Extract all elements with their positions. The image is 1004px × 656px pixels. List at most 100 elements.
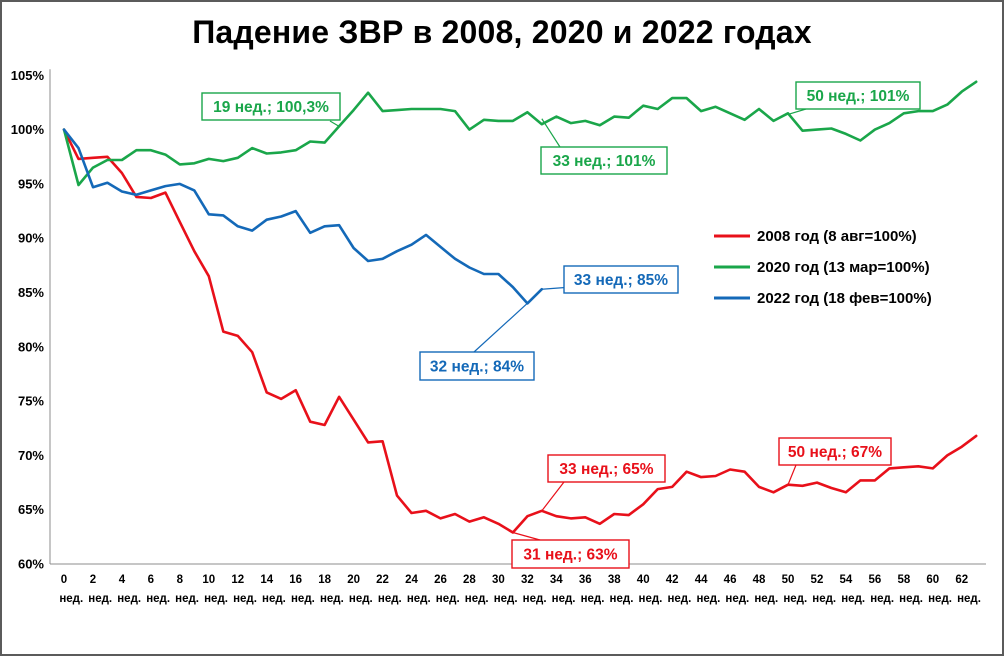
x-tick-label: 14 xyxy=(260,574,273,586)
x-tick-unit: нед. xyxy=(88,593,112,605)
series-2008-line xyxy=(62,128,978,534)
x-tick-unit: нед. xyxy=(725,593,749,605)
callout-label: 50 нед.; 67% xyxy=(788,444,882,461)
callout-leader xyxy=(512,531,541,541)
callout-leader xyxy=(787,464,797,485)
x-tick-label: 48 xyxy=(753,574,766,586)
x-tick-unit: нед. xyxy=(523,593,547,605)
callout-leader xyxy=(473,302,528,353)
x-tick-unit: нед. xyxy=(407,593,431,605)
x-tick-label: 34 xyxy=(550,574,563,586)
y-tick-label: 90% xyxy=(18,231,44,246)
x-tick-label: 44 xyxy=(695,574,708,586)
x-tick-label: 40 xyxy=(637,574,650,586)
x-tick-label: 12 xyxy=(231,574,244,586)
x-tick-unit: нед. xyxy=(783,593,807,605)
y-tick-label: 100% xyxy=(11,122,45,137)
callout-box xyxy=(795,81,921,110)
x-tick-label: 22 xyxy=(376,574,389,586)
x-tick-unit: нед. xyxy=(552,593,576,605)
callout-label: 50 нед.; 101% xyxy=(807,88,910,105)
x-tick-unit: нед. xyxy=(667,593,691,605)
callout-leader xyxy=(541,118,561,148)
y-tick-label: 80% xyxy=(18,339,44,354)
x-tick-unit: нед. xyxy=(696,593,720,605)
x-tick-label: 8 xyxy=(177,574,184,586)
callout-label: 19 нед.; 100,3% xyxy=(213,99,329,116)
callout-box xyxy=(547,454,666,483)
x-tick-label: 46 xyxy=(724,574,737,586)
x-tick-label: 52 xyxy=(811,574,824,586)
series-2020-line xyxy=(62,80,978,187)
callout-box xyxy=(419,351,535,381)
x-tick-label: 56 xyxy=(868,574,881,586)
callout-box xyxy=(201,92,341,121)
x-tick-unit: нед. xyxy=(378,593,402,605)
x-tick-unit: нед. xyxy=(349,593,373,605)
legend-label: 2008 год (8 авг=100%) xyxy=(757,228,917,245)
x-tick-unit: нед. xyxy=(291,593,315,605)
x-tick-unit: нед. xyxy=(320,593,344,605)
legend-label: 2022 год (18 фев=100%) xyxy=(757,290,932,307)
x-tick-unit: нед. xyxy=(262,593,286,605)
x-tick-label: 38 xyxy=(608,574,621,586)
callout-label: 33 нед.; 85% xyxy=(574,272,668,289)
x-tick-unit: нед. xyxy=(59,593,83,605)
callout-box xyxy=(511,539,630,569)
x-tick-unit: нед. xyxy=(233,593,257,605)
callout-box xyxy=(563,265,679,294)
y-tick-label: 60% xyxy=(18,557,44,572)
x-tick-unit: нед. xyxy=(639,593,663,605)
x-tick-label: 6 xyxy=(148,574,154,586)
x-tick-unit: нед. xyxy=(146,593,170,605)
x-tick-label: 58 xyxy=(897,574,910,586)
callout-box xyxy=(778,437,892,466)
x-tick-label: 24 xyxy=(405,574,418,586)
x-tick-label: 32 xyxy=(521,574,534,586)
y-tick-label: 105% xyxy=(11,68,45,83)
y-tick-label: 70% xyxy=(18,448,44,463)
x-tick-label: 4 xyxy=(119,574,126,586)
x-tick-unit: нед. xyxy=(754,593,778,605)
y-tick-label: 65% xyxy=(18,502,44,517)
x-tick-unit: нед. xyxy=(899,593,923,605)
x-tick-label: 18 xyxy=(318,574,331,586)
x-tick-label: 28 xyxy=(463,574,476,586)
y-tick-label: 75% xyxy=(18,394,44,409)
chart-title: Падение ЗВР в 2008, 2020 и 2022 годах xyxy=(192,14,812,50)
x-tick-label: 2 xyxy=(90,574,96,586)
callout-label: 33 нед.; 101% xyxy=(553,153,656,170)
callout-label: 32 нед.; 84% xyxy=(430,359,524,376)
x-tick-unit: нед. xyxy=(494,593,518,605)
y-tick-label: 85% xyxy=(18,285,44,300)
x-tick-unit: нед. xyxy=(957,593,981,605)
x-tick-label: 20 xyxy=(347,574,360,586)
callout-label: 31 нед.; 63% xyxy=(523,547,617,564)
x-tick-label: 0 xyxy=(61,574,67,586)
x-tick-unit: нед. xyxy=(581,593,605,605)
x-tick-label: 42 xyxy=(666,574,679,586)
x-tick-label: 62 xyxy=(955,574,968,586)
x-tick-label: 26 xyxy=(434,574,447,586)
x-tick-unit: нед. xyxy=(117,593,141,605)
y-tick-label: 95% xyxy=(18,176,44,191)
x-tick-unit: нед. xyxy=(870,593,894,605)
x-tick-label: 30 xyxy=(492,574,505,586)
x-tick-unit: нед. xyxy=(175,593,199,605)
x-tick-label: 36 xyxy=(579,574,592,586)
callout-box xyxy=(540,146,668,175)
x-tick-unit: нед. xyxy=(436,593,460,605)
callout-leader xyxy=(329,120,340,127)
x-tick-unit: нед. xyxy=(610,593,634,605)
x-tick-unit: нед. xyxy=(812,593,836,605)
x-tick-unit: нед. xyxy=(841,593,865,605)
x-tick-label: 10 xyxy=(202,574,215,586)
legend-label: 2020 год (13 мар=100%) xyxy=(757,259,930,276)
x-tick-label: 16 xyxy=(289,574,302,586)
callout-leader xyxy=(541,481,565,512)
x-tick-label: 54 xyxy=(840,574,853,586)
series-2022-line xyxy=(62,128,544,305)
x-tick-unit: нед. xyxy=(928,593,952,605)
x-tick-label: 50 xyxy=(782,574,795,586)
